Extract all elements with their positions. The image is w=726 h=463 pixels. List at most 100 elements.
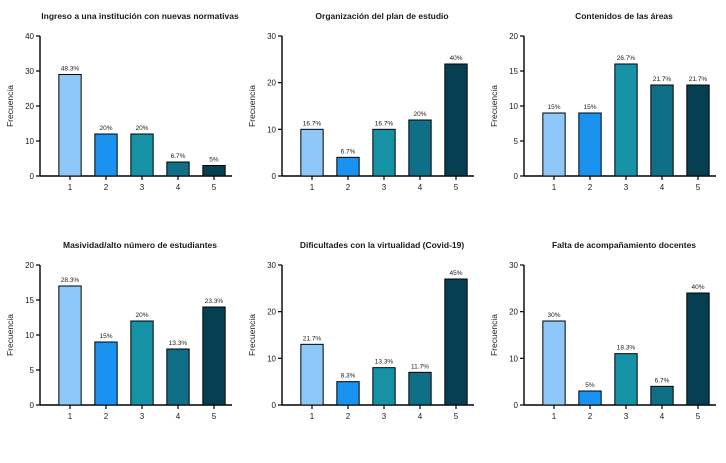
- y-tick-label: 20: [509, 32, 518, 41]
- x-tick-label: 3: [624, 183, 629, 192]
- y-tick-label: 0: [30, 401, 35, 410]
- x-tick-label: 3: [140, 412, 145, 421]
- x-tick-label: 1: [68, 183, 73, 192]
- x-tick-label: 4: [660, 412, 665, 421]
- bar-data-label: 28.3%: [61, 277, 80, 284]
- bar: [542, 320, 566, 406]
- x-tick-label: 5: [696, 183, 701, 192]
- x-tick-label: 2: [104, 412, 109, 421]
- bar-data-label: 21.7%: [303, 335, 322, 342]
- bar: [94, 133, 118, 177]
- y-axis-label: Frecuencia: [247, 314, 257, 356]
- chart-title: Masividad/alto número de estudiantes: [63, 240, 217, 250]
- bar-data-label: 16.7%: [375, 120, 394, 127]
- y-tick-label: 30: [267, 261, 276, 270]
- x-tick-label: 1: [310, 183, 315, 192]
- bar: [372, 367, 396, 406]
- x-tick-label: 1: [552, 412, 557, 421]
- bar-data-label: 20%: [99, 125, 112, 132]
- y-tick-label: 5: [30, 366, 35, 375]
- y-tick-label: 0: [514, 172, 519, 181]
- bar: [578, 112, 602, 177]
- x-tick-label: 5: [454, 183, 459, 192]
- x-tick-label: 5: [212, 412, 217, 421]
- chart-panel-4: Masividad/alto número de estudiantes Frec…: [0, 229, 242, 458]
- x-tick-label: 4: [176, 183, 181, 192]
- bar: [408, 371, 432, 406]
- x-tick-label: 3: [382, 412, 387, 421]
- bar: [336, 381, 360, 406]
- y-tick-label: 0: [272, 401, 277, 410]
- bar: [58, 285, 82, 406]
- bar-data-label: 11.7%: [411, 363, 429, 370]
- bar: [300, 343, 324, 406]
- bar: [408, 119, 432, 177]
- y-tick-label: 10: [267, 354, 276, 363]
- y-tick-label: 10: [509, 354, 518, 363]
- bar-data-label: 15%: [547, 104, 560, 111]
- x-tick-label: 5: [454, 412, 459, 421]
- y-tick-label: 20: [267, 308, 276, 317]
- y-axis-label: Frecuencia: [489, 85, 499, 127]
- bar-chart-3: Contenidos de las áreas Frecuencia 0 5 10 15 2…: [489, 11, 716, 192]
- bar-data-label: 18.3%: [617, 345, 636, 352]
- chart-title: Dificultades con la virtualidad (Covid-1…: [300, 240, 465, 250]
- bar: [94, 341, 118, 406]
- bar-data-label: 6.7%: [655, 377, 670, 384]
- y-tick-label: 20: [25, 261, 34, 270]
- y-tick-label: 30: [25, 67, 34, 76]
- bar-data-label: 30%: [547, 312, 560, 319]
- x-tick-label: 1: [552, 183, 557, 192]
- bar: [300, 128, 324, 177]
- bar-data-label: 23.3%: [205, 298, 224, 305]
- bar: [686, 292, 710, 406]
- chart-panel-5: Dificultades con la virtualidad (Covid-1…: [242, 229, 484, 458]
- bar-data-label: 21.7%: [689, 76, 708, 83]
- chart-panel-2: Organización del plan de estudio Frecuenc…: [242, 0, 484, 229]
- bar: [202, 306, 226, 406]
- x-tick-label: 3: [140, 183, 145, 192]
- chart-title: Contenidos de las áreas: [575, 11, 673, 21]
- x-tick-label: 4: [660, 183, 665, 192]
- chart-title: Falta de acompañamiento docentes: [552, 240, 696, 250]
- bar: [444, 278, 468, 406]
- bar-data-label: 26.7%: [617, 55, 636, 62]
- x-tick-label: 2: [346, 183, 351, 192]
- chart-title: Organización del plan de estudio: [315, 11, 448, 21]
- x-tick-label: 2: [588, 183, 593, 192]
- y-axis-label: Frecuencia: [5, 314, 15, 356]
- y-tick-label: 15: [509, 67, 518, 76]
- x-tick-label: 5: [696, 412, 701, 421]
- y-axis-label: Frecuencia: [5, 85, 15, 127]
- bar-data-label: 20%: [135, 125, 148, 132]
- bar: [686, 84, 710, 177]
- y-tick-label: 10: [509, 102, 518, 111]
- x-tick-label: 4: [418, 412, 423, 421]
- y-tick-label: 15: [25, 296, 34, 305]
- bar-chart-2: Organización del plan de estudio Frecuenc…: [247, 11, 474, 192]
- y-tick-label: 40: [25, 32, 34, 41]
- bar-data-label: 13.3%: [169, 340, 188, 347]
- bar-data-label: 21.7%: [653, 76, 672, 83]
- y-tick-label: 30: [267, 32, 276, 41]
- bar-data-label: 6.7%: [341, 148, 356, 155]
- x-tick-label: 4: [418, 183, 423, 192]
- bar-data-label: 48.3%: [61, 66, 80, 73]
- bar-data-label: 8.3%: [341, 373, 356, 380]
- bar-data-label: 6.7%: [171, 153, 186, 160]
- y-tick-label: 20: [267, 79, 276, 88]
- chart-title: Ingreso a una institución con nuevas nor…: [41, 11, 239, 21]
- y-tick-label: 0: [30, 172, 35, 181]
- x-tick-label: 2: [346, 412, 351, 421]
- bar: [578, 390, 602, 406]
- bar: [614, 353, 638, 406]
- x-tick-label: 2: [104, 183, 109, 192]
- bar-data-label: 20%: [135, 312, 148, 319]
- chart-panel-3: Contenidos de las áreas Frecuencia 0 5 10 15 2…: [484, 0, 726, 229]
- bar: [650, 385, 674, 406]
- bar: [130, 133, 154, 177]
- bar: [650, 84, 674, 177]
- bar: [166, 348, 190, 406]
- y-tick-label: 20: [509, 308, 518, 317]
